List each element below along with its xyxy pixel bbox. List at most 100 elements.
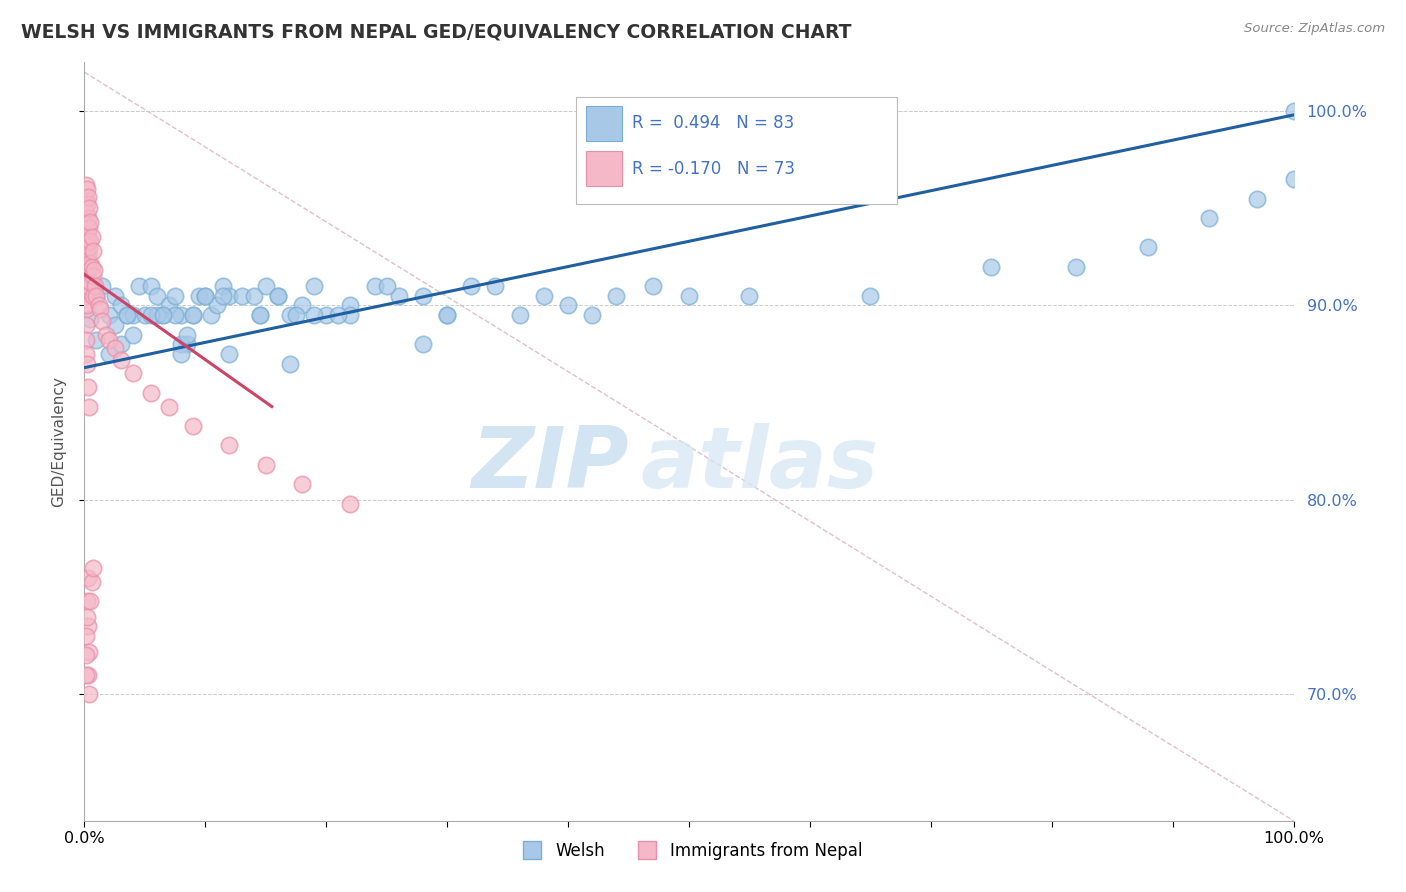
Point xyxy=(110,298,132,312)
Point xyxy=(89,302,111,317)
Text: R =  0.494   N = 83: R = 0.494 N = 83 xyxy=(633,114,794,132)
Point xyxy=(75,178,97,192)
Point xyxy=(139,279,162,293)
Text: WELSH VS IMMIGRANTS FROM NEPAL GED/EQUIVALENCY CORRELATION CHART: WELSH VS IMMIGRANTS FROM NEPAL GED/EQUIV… xyxy=(21,22,852,41)
Point xyxy=(194,289,217,303)
Point xyxy=(79,594,101,608)
Point xyxy=(157,400,180,414)
Legend: Welsh, Immigrants from Nepal: Welsh, Immigrants from Nepal xyxy=(509,836,869,867)
Point xyxy=(76,217,98,231)
Point xyxy=(302,308,325,322)
Point xyxy=(157,298,180,312)
Point xyxy=(75,334,97,348)
Point xyxy=(249,308,271,322)
Point xyxy=(76,182,98,196)
Point xyxy=(152,308,174,322)
Point xyxy=(436,308,458,322)
Point xyxy=(249,308,271,322)
Point xyxy=(77,246,100,260)
Point xyxy=(75,648,97,663)
Point xyxy=(97,334,120,348)
Point xyxy=(267,289,290,303)
Point xyxy=(115,308,138,322)
Point xyxy=(218,347,240,361)
Point xyxy=(170,337,193,351)
Point xyxy=(75,192,97,206)
Point xyxy=(278,357,301,371)
Point xyxy=(76,235,98,249)
Point xyxy=(176,337,198,351)
Point xyxy=(94,327,117,342)
Point xyxy=(181,308,204,322)
Point xyxy=(218,289,240,303)
Point xyxy=(1282,172,1305,186)
Point xyxy=(128,279,150,293)
Point xyxy=(146,308,169,322)
Text: ZIP: ZIP xyxy=(471,423,628,506)
Point xyxy=(77,279,100,293)
Point xyxy=(77,220,100,235)
Point xyxy=(678,289,700,303)
Point xyxy=(77,240,100,254)
Point xyxy=(484,279,506,293)
Bar xyxy=(586,105,623,141)
Point xyxy=(212,289,235,303)
Point xyxy=(291,298,314,312)
Point xyxy=(533,289,555,303)
Point xyxy=(581,308,603,322)
Point xyxy=(134,308,156,322)
Point xyxy=(77,687,100,701)
Point xyxy=(188,289,211,303)
FancyBboxPatch shape xyxy=(576,96,897,204)
Text: R = -0.170   N = 73: R = -0.170 N = 73 xyxy=(633,160,796,178)
Point xyxy=(77,380,100,394)
Point xyxy=(84,279,107,293)
Point xyxy=(77,571,100,585)
Point xyxy=(79,215,101,229)
Point xyxy=(412,289,434,303)
Point xyxy=(121,308,143,322)
Point xyxy=(170,347,193,361)
Point xyxy=(75,347,97,361)
Point xyxy=(76,250,98,264)
Point xyxy=(77,189,100,203)
Point xyxy=(176,327,198,342)
Point xyxy=(77,260,100,274)
Point xyxy=(1282,103,1305,118)
Point xyxy=(181,308,204,322)
Point xyxy=(509,308,531,322)
Point xyxy=(165,308,187,322)
Point xyxy=(75,275,97,289)
Point xyxy=(76,197,98,211)
Point xyxy=(254,279,277,293)
Point xyxy=(218,438,240,452)
Point xyxy=(97,347,120,361)
Point xyxy=(75,205,97,219)
Y-axis label: GED/Equivalency: GED/Equivalency xyxy=(51,376,66,507)
Point xyxy=(267,289,290,303)
Point xyxy=(1198,211,1220,225)
Point xyxy=(87,298,110,312)
Point xyxy=(77,230,100,244)
Point xyxy=(79,312,101,326)
Point xyxy=(375,279,398,293)
Point xyxy=(170,308,193,322)
Point xyxy=(77,619,100,633)
Point xyxy=(79,235,101,249)
Point xyxy=(80,574,103,589)
Point xyxy=(339,308,361,322)
Point xyxy=(82,561,104,575)
Point xyxy=(460,279,482,293)
Point xyxy=(77,400,100,414)
Point xyxy=(200,308,222,322)
Point xyxy=(859,289,882,303)
Point xyxy=(77,668,100,682)
Point xyxy=(1246,192,1268,206)
Point xyxy=(605,289,627,303)
Point xyxy=(110,337,132,351)
Point xyxy=(291,477,314,491)
Point xyxy=(328,308,350,322)
Point xyxy=(76,609,98,624)
Point xyxy=(152,308,174,322)
Point xyxy=(115,308,138,322)
